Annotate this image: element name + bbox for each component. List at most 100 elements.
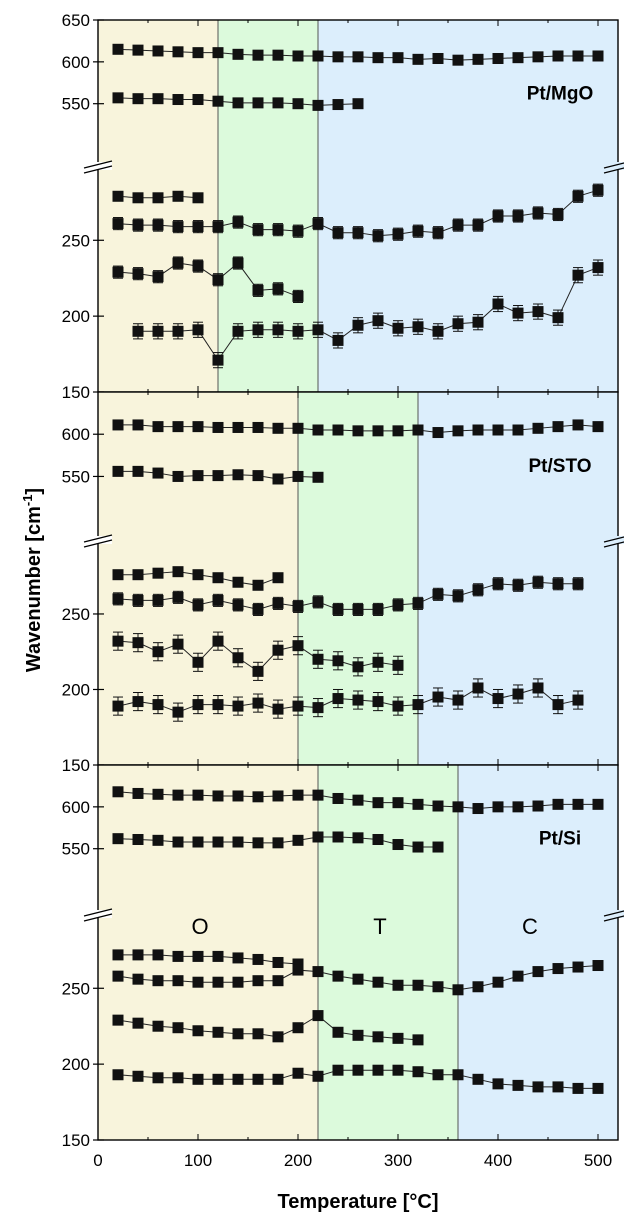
data-point bbox=[172, 46, 184, 58]
data-point bbox=[212, 47, 224, 59]
data-point bbox=[232, 1073, 244, 1085]
data-point bbox=[312, 1070, 324, 1082]
data-point bbox=[392, 700, 404, 712]
data-point bbox=[172, 975, 184, 987]
data-point bbox=[132, 787, 144, 799]
data-point bbox=[172, 591, 184, 603]
data-point bbox=[532, 306, 544, 318]
data-point bbox=[232, 1028, 244, 1040]
data-point bbox=[132, 594, 144, 606]
data-point bbox=[452, 984, 464, 996]
data-point bbox=[252, 975, 264, 987]
phase-label-O: O bbox=[191, 914, 208, 939]
y-tick-label: 200 bbox=[62, 1055, 90, 1074]
data-point bbox=[252, 224, 264, 236]
data-point bbox=[492, 53, 504, 65]
y-tick-label: 550 bbox=[62, 95, 90, 114]
data-point bbox=[372, 230, 384, 242]
data-point bbox=[412, 699, 424, 711]
data-point bbox=[272, 975, 284, 987]
data-point bbox=[312, 50, 324, 62]
data-point bbox=[192, 260, 204, 272]
data-point bbox=[132, 192, 144, 204]
data-point bbox=[492, 424, 504, 436]
data-point bbox=[112, 1014, 124, 1026]
y-tick-label: 600 bbox=[62, 53, 90, 72]
y-tick-label: 150 bbox=[62, 1131, 90, 1150]
data-point bbox=[232, 700, 244, 712]
data-point bbox=[332, 227, 344, 239]
data-point bbox=[132, 696, 144, 708]
axis-break-mark bbox=[83, 908, 113, 917]
data-point bbox=[352, 832, 364, 844]
data-point bbox=[132, 973, 144, 985]
data-point bbox=[172, 638, 184, 650]
axis-break-mark bbox=[83, 160, 113, 169]
data-point bbox=[592, 421, 604, 433]
data-point bbox=[532, 51, 544, 63]
data-point bbox=[552, 208, 564, 220]
data-point bbox=[172, 836, 184, 848]
data-point bbox=[532, 682, 544, 694]
data-point bbox=[352, 794, 364, 806]
data-point bbox=[432, 588, 444, 600]
data-point bbox=[592, 262, 604, 274]
data-point bbox=[212, 699, 224, 711]
data-point bbox=[232, 599, 244, 611]
data-point bbox=[272, 1073, 284, 1085]
data-point bbox=[192, 470, 204, 482]
data-point bbox=[252, 49, 264, 61]
data-point bbox=[212, 976, 224, 988]
data-point bbox=[192, 192, 204, 204]
data-point bbox=[312, 966, 324, 978]
data-point bbox=[372, 833, 384, 845]
series-lower bbox=[112, 575, 584, 616]
data-point bbox=[532, 1081, 544, 1093]
data-point bbox=[152, 949, 164, 961]
axis-break-mark bbox=[603, 915, 624, 922]
data-point bbox=[212, 95, 224, 107]
phase-region bbox=[418, 392, 618, 765]
data-point bbox=[332, 792, 344, 804]
data-point bbox=[552, 421, 564, 433]
data-point bbox=[232, 97, 244, 109]
data-point bbox=[512, 579, 524, 591]
series-lower bbox=[112, 256, 304, 303]
data-point bbox=[292, 290, 304, 302]
data-point bbox=[252, 324, 264, 336]
data-point bbox=[152, 1072, 164, 1084]
data-point bbox=[212, 221, 224, 233]
data-point bbox=[432, 53, 444, 65]
data-point bbox=[552, 699, 564, 711]
phase-label-T: T bbox=[373, 914, 386, 939]
data-point bbox=[512, 307, 524, 319]
data-point bbox=[392, 839, 404, 851]
data-point bbox=[512, 970, 524, 982]
data-point bbox=[192, 94, 204, 106]
data-point bbox=[512, 688, 524, 700]
data-point bbox=[412, 321, 424, 333]
axis-break-mark bbox=[83, 165, 113, 174]
data-point bbox=[412, 53, 424, 65]
data-point bbox=[172, 94, 184, 106]
data-point bbox=[592, 184, 604, 196]
data-point bbox=[192, 1025, 204, 1037]
x-axis-title: Temperature [°C] bbox=[278, 1191, 439, 1213]
data-point bbox=[232, 976, 244, 988]
data-point bbox=[152, 325, 164, 337]
data-point bbox=[232, 952, 244, 964]
data-point bbox=[192, 1073, 204, 1085]
data-point bbox=[352, 1064, 364, 1076]
data-point bbox=[312, 324, 324, 336]
data-point bbox=[392, 52, 404, 64]
data-point bbox=[372, 1064, 384, 1076]
y-axis-title: Wavenumber [cm-1] bbox=[20, 488, 45, 672]
data-point bbox=[412, 424, 424, 436]
data-point bbox=[412, 841, 424, 853]
data-point bbox=[312, 471, 324, 483]
data-point bbox=[432, 325, 444, 337]
data-point bbox=[472, 1073, 484, 1085]
data-point bbox=[232, 257, 244, 269]
data-point bbox=[152, 646, 164, 658]
